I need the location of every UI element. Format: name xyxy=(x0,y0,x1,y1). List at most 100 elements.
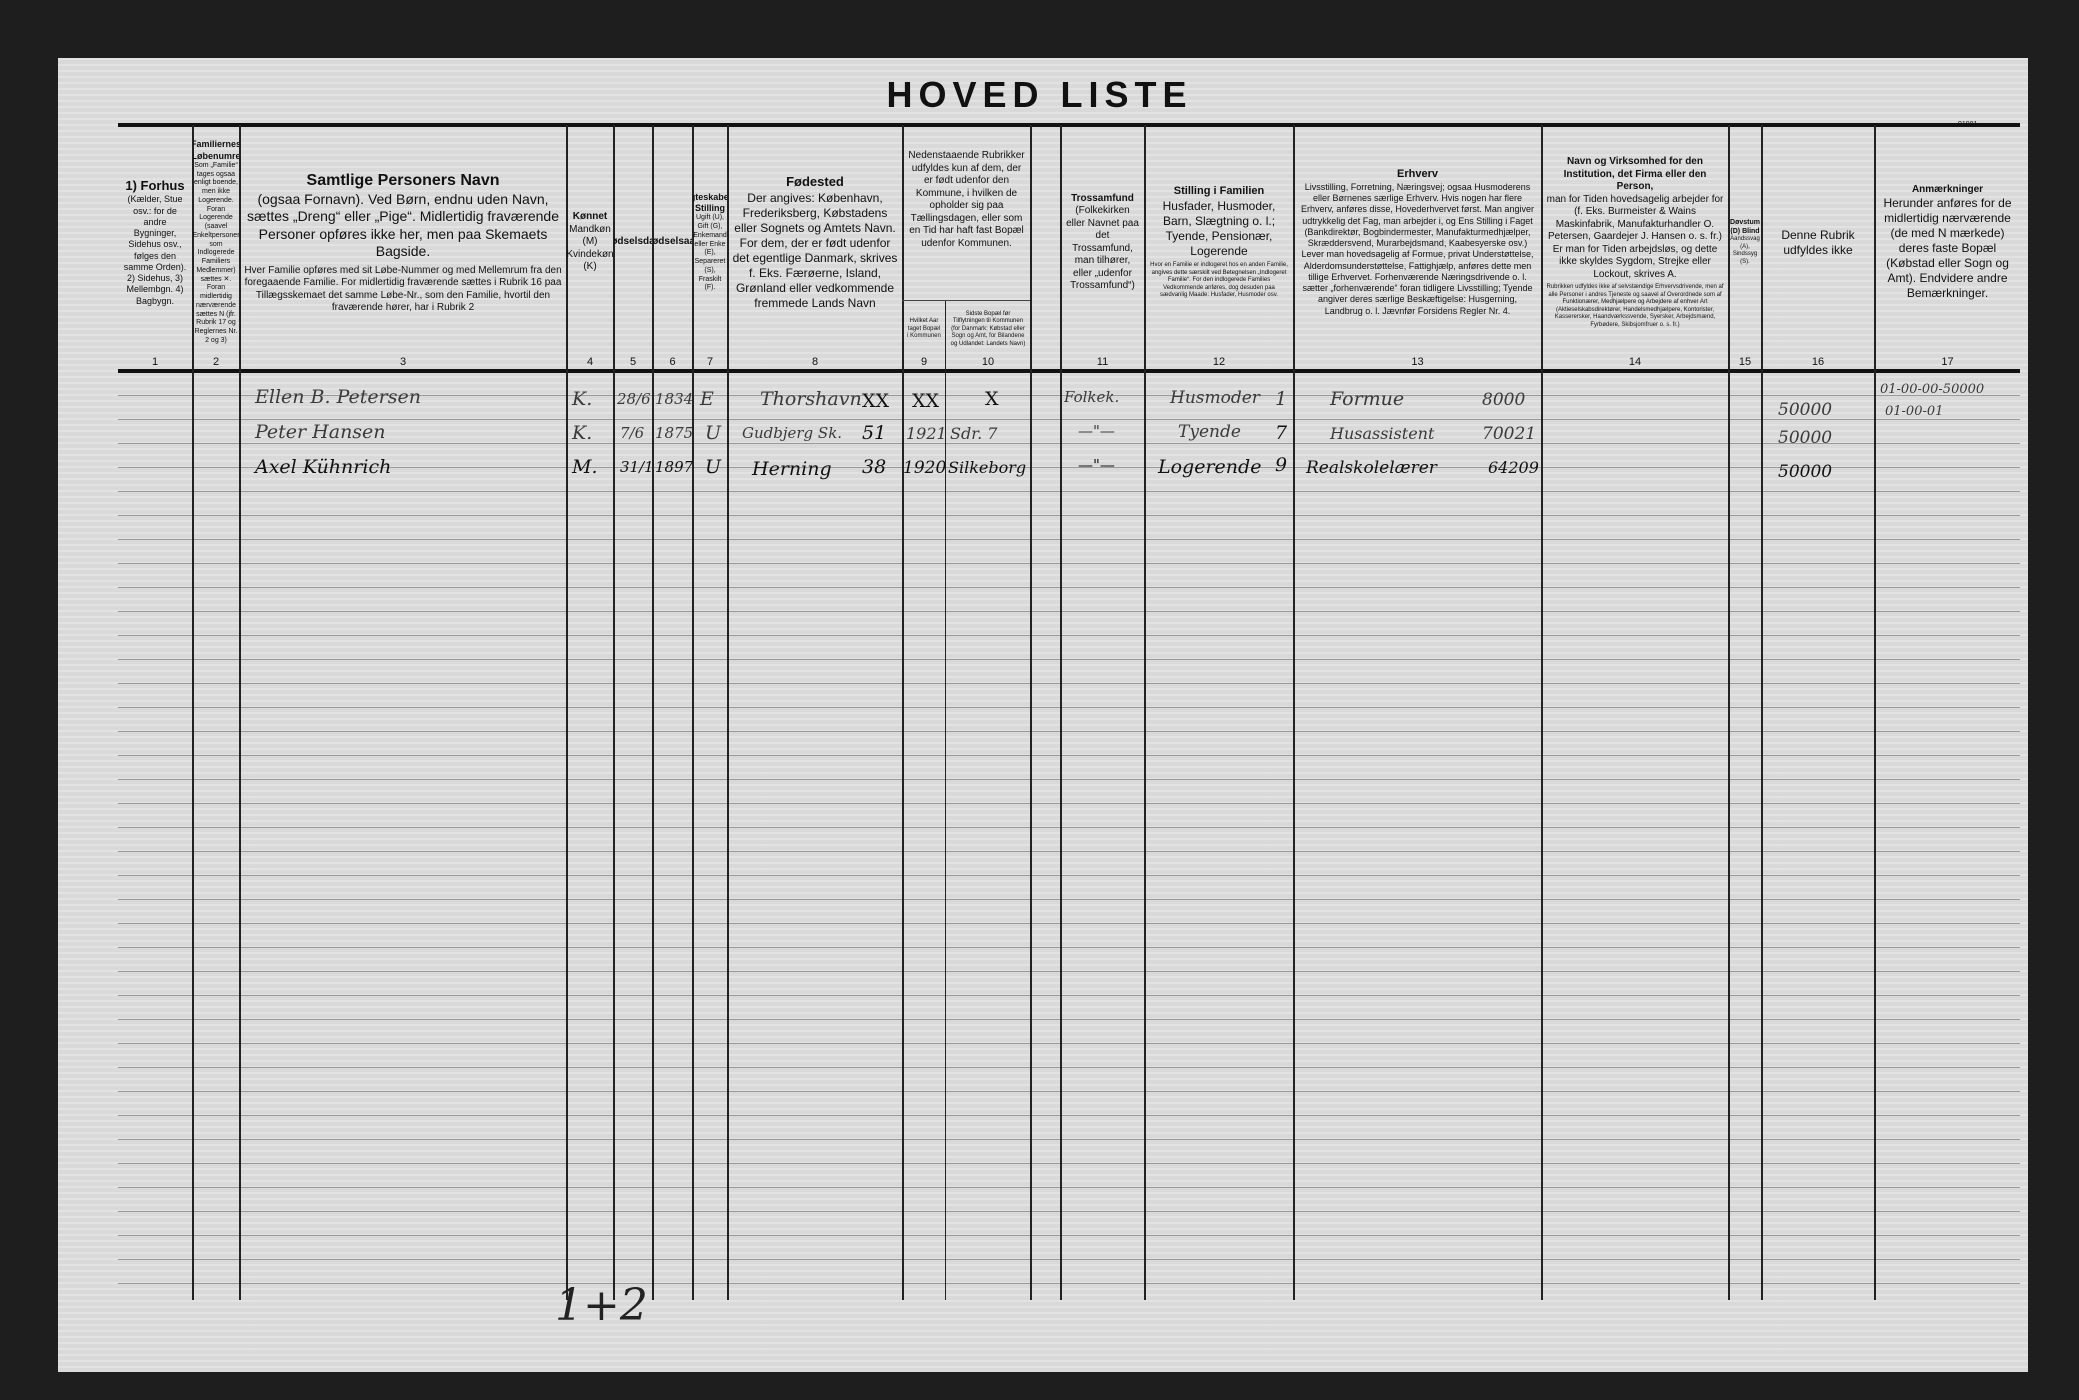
column-divider xyxy=(1874,125,1876,1300)
header-col-12: Stilling i Familien Husfader, Husmoder, B… xyxy=(1150,185,1288,299)
moved-year: 1921 xyxy=(906,424,947,443)
sex: K. xyxy=(572,422,593,444)
header-col-4: Kønnet Mandkøn (M) Kvindekøn (K) xyxy=(567,211,613,273)
col16-code: 50000 xyxy=(1778,462,1833,482)
family-role-code: 9 xyxy=(1275,454,1288,476)
column-number: 7 xyxy=(706,356,714,368)
occupation-code: 64209 xyxy=(1488,458,1539,477)
marital-status: U xyxy=(705,422,722,444)
header-col-10-sub: Sidste Bopæl før Tilflytningen til Kommu… xyxy=(950,310,1026,347)
column-number: 10 xyxy=(981,356,995,368)
column-divider xyxy=(613,125,615,1300)
column-number: 4 xyxy=(586,356,594,368)
column-number: 1 xyxy=(151,356,159,368)
header-col-15: Døvstum (D) Blind Aandssvag (A), Sindssyg… xyxy=(1730,218,1760,265)
top-rule xyxy=(118,123,2020,127)
sub-header-rule xyxy=(902,300,1030,301)
column-number: 2 xyxy=(212,356,220,368)
family-role: Tyende xyxy=(1178,422,1241,442)
column-divider xyxy=(652,125,654,1300)
moved-year: 1920 xyxy=(903,458,947,478)
column-divider xyxy=(192,125,194,1300)
header-col-8: Fødested Der angives: København, Frederik… xyxy=(732,174,898,310)
page-title: HOVED LISTE xyxy=(886,74,1193,115)
column-number: 17 xyxy=(1941,356,1954,368)
last-residence: Sdr. 7 xyxy=(950,424,998,443)
sex: K. xyxy=(572,388,593,410)
marital-status: U xyxy=(705,456,722,478)
birth-year: 1875 xyxy=(655,424,694,442)
birthplace: Herning xyxy=(752,458,832,480)
religion: —"— xyxy=(1078,456,1115,474)
column-divider xyxy=(1541,125,1543,1300)
column-divider xyxy=(239,125,241,1300)
col16-code: 50000 xyxy=(1778,428,1833,448)
column-number: 12 xyxy=(1212,356,1226,368)
moved-year: XX xyxy=(912,390,940,412)
header-col-11: Trossamfund (Folkekirken eller Navnet paa… xyxy=(1066,192,1139,292)
column-divider xyxy=(727,125,729,1300)
column-number: 3 xyxy=(399,356,407,368)
column-divider xyxy=(1761,125,1763,1300)
family-role-code: 1 xyxy=(1275,388,1288,410)
header-col-17: Anmærkninger Herunder anføres for de midl… xyxy=(1883,183,2012,301)
religion: Folkek. xyxy=(1064,388,1120,406)
column-number: 13 xyxy=(1411,356,1424,368)
header-col-3: Samtlige Personers Navn (ogsaa Fornavn). … xyxy=(244,171,562,314)
column-number: 5 xyxy=(629,356,637,368)
column-number: 8 xyxy=(811,356,819,368)
handwritten-footer-note: 1+2 xyxy=(555,1280,648,1331)
column-number: 9 xyxy=(920,356,928,368)
column-divider xyxy=(566,125,568,1300)
column-number: 15 xyxy=(1738,356,1752,368)
header-col-16: Denne Rubrik udfyldes ikke xyxy=(1781,227,1855,257)
header-col-13: Erhverv Livsstilling, Forretning, Nærings… xyxy=(1301,168,1534,316)
birth-year: 1897 xyxy=(655,458,694,476)
header-col-2: Familiernes Løbenumre Som „Familie“ tages… xyxy=(193,139,239,344)
birthplace-code: 51 xyxy=(862,422,887,444)
birthplace-code: XX xyxy=(862,390,890,412)
column-divider xyxy=(902,125,904,1300)
family-role-code: 7 xyxy=(1275,422,1288,444)
birthplace: Thorshavn xyxy=(760,388,862,410)
column-divider xyxy=(945,300,946,1300)
occupation: Formue xyxy=(1330,388,1405,410)
column-number: 11 xyxy=(1096,356,1109,368)
column-number: 6 xyxy=(669,356,676,368)
family-role: Husmoder xyxy=(1170,388,1260,408)
column-divider xyxy=(1728,125,1730,1300)
person-name: Peter Hansen xyxy=(255,421,386,443)
marital-status: E xyxy=(700,388,714,410)
sex: M. xyxy=(572,456,598,478)
column-divider xyxy=(1030,125,1032,1300)
header-col-9-10: Nedenstaaende Rubrikker udfyldes kun af … xyxy=(908,150,1025,249)
header-bottom-rule xyxy=(118,369,2020,373)
col16-code: 50000 xyxy=(1778,400,1833,420)
ruled-entry-area xyxy=(118,372,2020,1300)
occupation-code: 70021 xyxy=(1482,424,1537,444)
birthday: 31/1 xyxy=(620,458,654,476)
birthday: 28/6 xyxy=(617,390,651,408)
person-name: Axel Kühnrich xyxy=(255,456,392,478)
religion: —"— xyxy=(1078,422,1115,440)
header-col-1: 1) Forhus (Kælder, Stue osv.: for de andr… xyxy=(123,178,187,306)
birthplace: Gudbjerg Sk. xyxy=(742,424,843,442)
column-divider xyxy=(1293,125,1295,1300)
remarks: 01-00-00-50000 xyxy=(1880,382,1985,397)
occupation: Realskolelærer xyxy=(1306,458,1437,478)
remarks-2: 01-00-01 xyxy=(1885,404,1944,419)
birthplace-code: 38 xyxy=(862,456,887,478)
column-number: 16 xyxy=(1811,356,1825,368)
header-col-6: Fødselsaar xyxy=(653,236,692,248)
header-col-5: Fødselsdag xyxy=(614,236,652,248)
last-residence: X xyxy=(985,388,999,410)
header-col-14: Navn og Virksomhed for den Institution, … xyxy=(1546,156,1724,328)
occupation-code: 8000 xyxy=(1482,390,1526,410)
column-divider xyxy=(1144,125,1146,1300)
family-role: Logerende xyxy=(1158,456,1262,478)
header-col-9-sub: Hvilket Aar taget Bopæl i Kommunen xyxy=(907,318,941,340)
occupation: Husassistent xyxy=(1330,424,1435,443)
last-residence: Silkeborg xyxy=(948,458,1027,477)
column-divider xyxy=(1060,125,1062,1300)
